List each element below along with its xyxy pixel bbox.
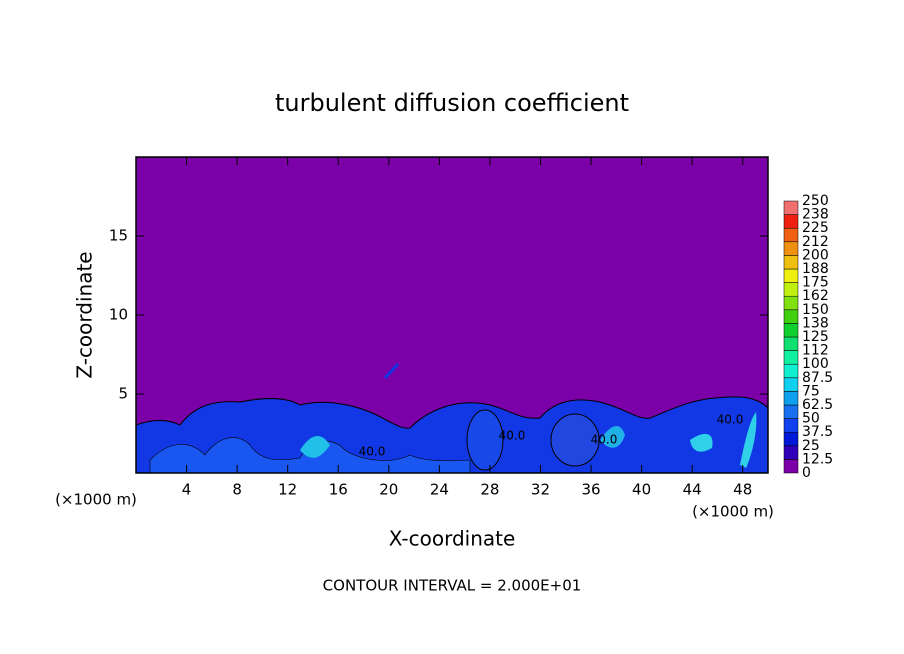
colorbar-swatch [783,336,799,351]
colorbar-label: 125 [802,329,829,345]
colorbar-label: 238 [802,207,829,223]
x-tick-label: 12 [278,481,297,499]
colorbar-swatch [783,391,799,406]
colorbar-swatch [783,227,799,243]
colorbar-swatch [783,255,799,270]
colorbar-swatch [783,309,799,324]
y-tick-label: 5 [118,385,128,403]
x-unit: (×1000 m) [692,503,774,521]
colorbar-label: 162 [802,288,829,304]
colorbar-label: 200 [802,247,829,263]
y-tick-label: 10 [109,306,128,324]
colorbar-label: 112 [802,343,829,359]
contour-label: 40.0 [717,413,744,427]
colorbar-swatch [783,404,799,419]
colorbar-label: 87.5 [802,370,833,386]
x-tick-label: 20 [379,481,398,499]
colorbar-swatch [783,377,799,392]
field-patch [466,409,504,471]
x-tick-label: 44 [683,481,702,499]
colorbar-swatch [783,445,799,460]
colorbar-label: 75 [802,383,820,399]
field-patch [300,435,330,458]
colorbar-swatch [783,241,799,256]
x-tick-label: 36 [581,481,600,499]
colorbar-swatch [783,295,799,311]
field-patch [550,413,600,467]
colorbar-label: 50 [802,411,820,427]
y-tick-label: 15 [109,227,128,245]
colorbar-label: 175 [802,275,829,291]
x-tick-label: 40 [632,481,651,499]
colorbar-label: 150 [802,302,829,318]
colorbar-label: 25 [802,438,820,454]
contour-label: 40.0 [591,433,618,447]
colorbar-label: 37.5 [802,424,833,440]
field-band [135,396,769,474]
colorbar-label: 0 [802,465,811,481]
y-unit: (×1000 m) [55,491,137,509]
colorbar-swatch [783,418,799,433]
colorbar-swatch [783,431,799,447]
colorbar-swatch [783,214,799,229]
field-patch [600,425,625,448]
x-tick-label: 8 [232,481,242,499]
colorbar-label: 212 [802,234,829,250]
contour-label: 40.0 [359,445,386,459]
x-tick-label: 48 [733,481,752,499]
contour-label: 40.0 [499,429,526,443]
colorbar-label: 62.5 [802,397,833,413]
colorbar-label: 100 [802,356,829,372]
colorbar-swatch [783,350,799,365]
colorbar-label: 188 [802,261,829,277]
colorbar-label: 250 [802,193,829,209]
colorbar-label: 225 [802,220,829,236]
colorbar-swatch [783,282,799,297]
colorbar-swatch [783,459,799,474]
colorbar-swatch [783,323,799,338]
field-patch [690,433,713,452]
x-tick-label: 28 [480,481,499,499]
colorbar-swatch [783,363,799,379]
footnote: CONTOUR INTERVAL = 2.000E+01 [323,577,582,595]
field-patch [383,362,400,380]
y-axis-label: Z-coordinate [73,251,97,378]
colorbar-label: 138 [802,315,829,331]
x-tick-label: 32 [531,481,550,499]
colorbar-swatch [783,200,799,215]
x-tick-label: 16 [329,481,348,499]
x-axis-label: X-coordinate [389,527,516,551]
x-tick-label: 4 [182,481,192,499]
field-patch [740,412,757,468]
x-tick-label: 24 [430,481,449,499]
colorbar-swatch [783,268,799,283]
plot-area [135,156,769,474]
colorbar-label: 12.5 [802,451,833,467]
chart-title: turbulent diffusion coefficient [275,89,629,117]
